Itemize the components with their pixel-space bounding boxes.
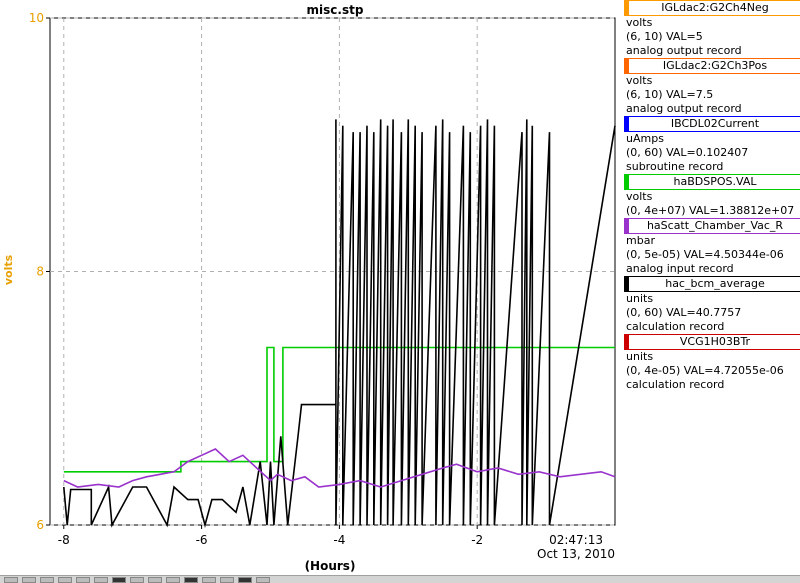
toolbar-button[interactable] bbox=[22, 576, 36, 583]
legend-units: volts bbox=[626, 16, 653, 29]
timestamp-time: 02:47:13 bbox=[549, 533, 603, 547]
toolbar-button[interactable] bbox=[256, 576, 270, 583]
x-tick-label: -4 bbox=[333, 533, 345, 547]
toolbar-button[interactable] bbox=[166, 576, 180, 583]
chart-area: misc.stp 6 8 10 -8 -6 -4 -2 volts (Hours) 02:… bbox=[2, 3, 616, 573]
legend-entry[interactable]: haScatt_Chamber_Vac_R mbar (0, 5e-05) VAL=… bbox=[622, 218, 800, 276]
grid-lines bbox=[50, 17, 615, 526]
toolbar-button[interactable] bbox=[184, 576, 198, 583]
legend-record: subroutine record bbox=[626, 160, 724, 173]
legend-entry[interactable]: hac_bcm_average units (0, 60) VAL=40.7757 c… bbox=[622, 276, 800, 334]
legend-entry[interactable]: VCG1H03BTr units (0, 4e-05) VAL=4.72055e-0… bbox=[622, 334, 800, 392]
legend: IGLdac2:G2Ch4Neg volts (6, 10) VAL=5 analog… bbox=[622, 0, 800, 392]
legend-units: volts bbox=[626, 74, 653, 87]
toolbar bbox=[0, 575, 800, 583]
legend-entry[interactable]: IGLdac2:G2Ch3Pos volts (6, 10) VAL=7.5 anal… bbox=[622, 58, 800, 116]
legend-record: calculation record bbox=[626, 320, 725, 333]
toolbar-button[interactable] bbox=[202, 576, 216, 583]
legend-units: uAmps bbox=[626, 132, 664, 145]
legend-range-val: (0, 60) VAL=0.102407 bbox=[626, 146, 749, 159]
toolbar-button[interactable] bbox=[94, 576, 108, 583]
legend-range-val: (0, 5e-05) VAL=4.50344e-06 bbox=[626, 248, 784, 261]
series-line-hascatt-chamber-vac-r bbox=[63, 448, 616, 488]
legend-pv-name[interactable]: haScatt_Chamber_Vac_R bbox=[624, 218, 800, 234]
toolbar-button[interactable] bbox=[40, 576, 54, 583]
toolbar-button[interactable] bbox=[238, 576, 252, 583]
legend-record: analog input record bbox=[626, 262, 734, 275]
legend-entry[interactable]: haBDSPOS.VAL volts (0, 4e+07) VAL=1.38812e… bbox=[622, 174, 800, 218]
y-tick-label: 8 bbox=[36, 265, 44, 279]
series-line-hac-bcm-average bbox=[63, 119, 616, 529]
legend-units: units bbox=[626, 292, 654, 305]
legend-pv-name[interactable]: VCG1H03BTr bbox=[624, 334, 800, 350]
legend-pv-name[interactable]: hac_bcm_average bbox=[624, 276, 800, 292]
toolbar-button[interactable] bbox=[58, 576, 72, 583]
legend-pv-name[interactable]: IGLdac2:G2Ch3Pos bbox=[624, 58, 800, 74]
legend-range-val: (0, 4e+07) VAL=1.38812e+07 bbox=[626, 204, 795, 217]
toolbar-button[interactable] bbox=[220, 576, 234, 583]
legend-range-val: (6, 10) VAL=5 bbox=[626, 30, 703, 43]
toolbar-button[interactable] bbox=[112, 576, 126, 583]
legend-entry[interactable]: IBCDL02Current uAmps (0, 60) VAL=0.102407 s… bbox=[622, 116, 800, 174]
x-tick-label: -8 bbox=[58, 533, 70, 547]
toolbar-button[interactable] bbox=[76, 576, 90, 583]
legend-range-val: (0, 4e-05) VAL=4.72055e-06 bbox=[626, 364, 784, 377]
legend-units: volts bbox=[626, 190, 653, 203]
legend-pv-name[interactable]: IBCDL02Current bbox=[624, 116, 800, 132]
legend-units: mbar bbox=[626, 234, 655, 247]
legend-record: analog output record bbox=[626, 102, 742, 115]
y-tick-label: 10 bbox=[29, 11, 44, 25]
x-tick-label: -6 bbox=[196, 533, 208, 547]
toolbar-button[interactable] bbox=[148, 576, 162, 583]
legend-pv-name[interactable]: IGLdac2:G2Ch4Neg bbox=[624, 0, 800, 16]
x-axis-label: (Hours) bbox=[305, 559, 356, 573]
toolbar-button[interactable] bbox=[4, 576, 18, 583]
legend-units: units bbox=[626, 350, 654, 363]
x-axis: -8 -6 -4 -2 bbox=[58, 525, 483, 547]
y-axis: 6 8 10 bbox=[29, 11, 50, 532]
legend-record: analog output record bbox=[626, 44, 742, 57]
legend-pv-name[interactable]: haBDSPOS.VAL bbox=[624, 174, 800, 190]
legend-range-val: (6, 10) VAL=7.5 bbox=[626, 88, 714, 101]
y-axis-label: volts bbox=[2, 254, 15, 285]
toolbar-button[interactable] bbox=[130, 576, 144, 583]
chart-title: misc.stp bbox=[307, 3, 364, 17]
x-tick-label: -2 bbox=[471, 533, 483, 547]
legend-record: calculation record bbox=[626, 378, 725, 391]
legend-entry[interactable]: IGLdac2:G2Ch4Neg volts (6, 10) VAL=5 analog… bbox=[622, 0, 800, 58]
series-lines bbox=[63, 119, 616, 529]
timestamp-date: Oct 13, 2010 bbox=[537, 547, 615, 561]
y-tick-label: 6 bbox=[36, 518, 44, 532]
legend-range-val: (0, 60) VAL=40.7757 bbox=[626, 306, 742, 319]
